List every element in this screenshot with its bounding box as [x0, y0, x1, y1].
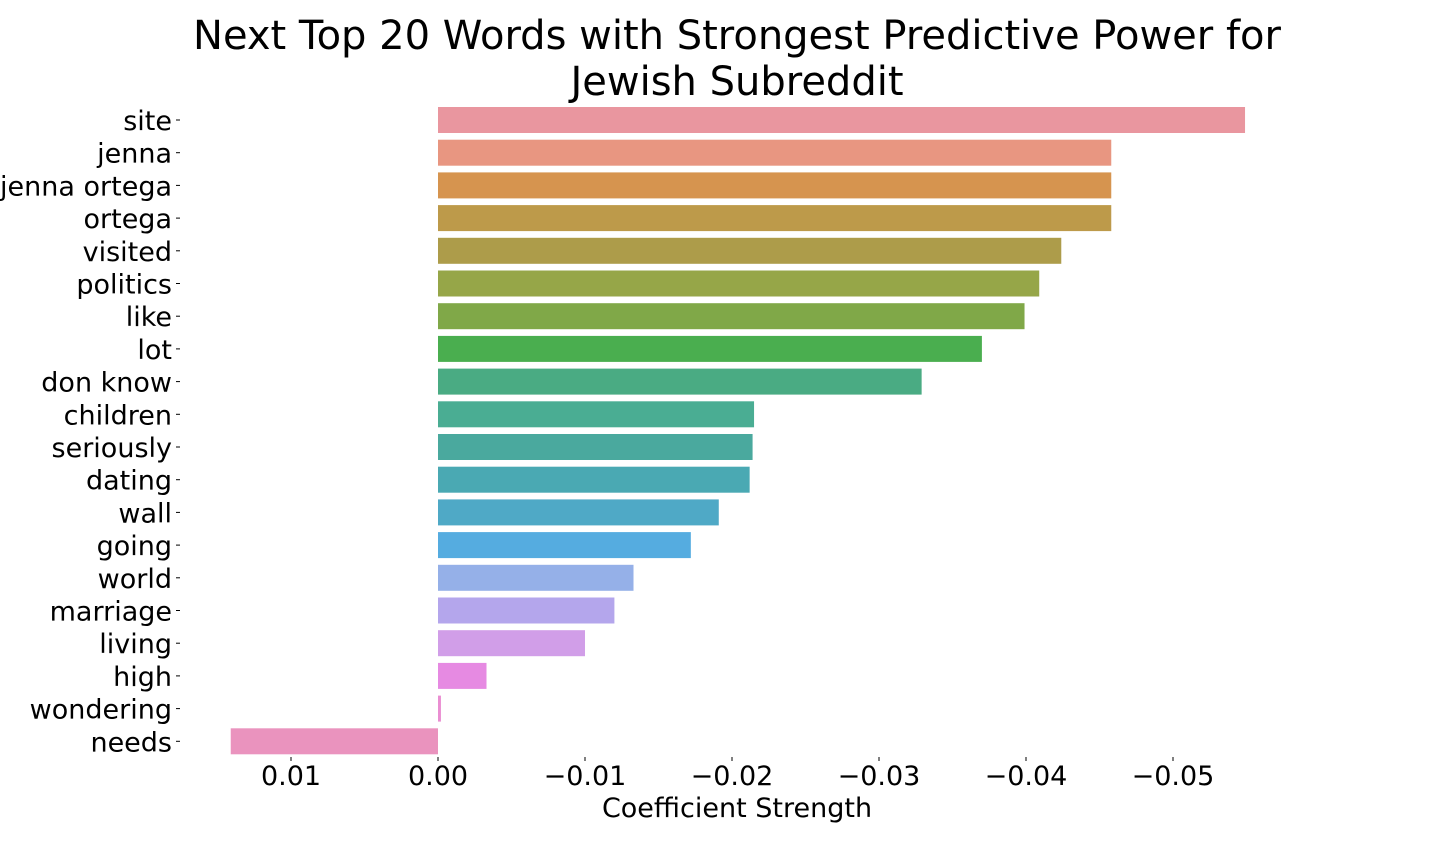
bar-dating: [438, 466, 750, 493]
bar-children: [438, 401, 755, 428]
x-axis-label: Coefficient Strength: [602, 793, 872, 824]
bar-don-know: [438, 368, 922, 395]
bar-like: [438, 303, 1025, 330]
y-tick-label: visited: [83, 237, 172, 268]
y-tick-label: world: [98, 564, 172, 595]
y-tick-label: politics: [76, 270, 172, 301]
y-tick-label: don know: [41, 368, 172, 399]
y-tick-label: dating: [86, 466, 172, 497]
bar-living: [438, 630, 585, 657]
bar-ortega: [438, 205, 1112, 232]
bar-lot: [438, 335, 982, 362]
bar-site: [438, 107, 1246, 133]
x-tick-label: −0.05: [1132, 761, 1215, 792]
x-tick-label: 0.00: [408, 761, 468, 792]
y-tick-label: children: [64, 400, 172, 431]
y-tick-label: site: [123, 106, 172, 137]
bars-group: [230, 107, 1246, 755]
y-tick-label: ortega: [83, 204, 172, 235]
bar-wondering: [438, 695, 441, 722]
y-tick-label: marriage: [50, 597, 172, 628]
bar-seriously: [438, 434, 753, 460]
bar-needs: [230, 728, 438, 755]
x-axis: 0.01 0.00 −0.01 −0.02 −0.03 −0.04 −0.05: [261, 757, 1214, 792]
bar-wall: [438, 499, 719, 526]
y-tick-label: seriously: [52, 433, 172, 464]
x-tick-label: −0.04: [985, 761, 1068, 792]
bar-politics: [438, 270, 1040, 297]
bar-world: [438, 564, 634, 591]
x-tick-label: 0.01: [261, 761, 321, 792]
bar-high: [438, 662, 487, 689]
x-tick-label: −0.01: [544, 761, 627, 792]
chart-title-line-2: Jewish Subreddit: [567, 59, 903, 105]
y-tick-label: living: [99, 629, 172, 660]
bar-marriage: [438, 597, 615, 624]
y-tick-label: lot: [137, 335, 172, 366]
bar-jenna-ortega: [438, 172, 1112, 199]
y-tick-label: wondering: [30, 695, 172, 726]
y-tick-label: jenna ortega: [0, 171, 172, 202]
y-tick-label: going: [97, 531, 172, 562]
y-tick-label: like: [126, 302, 172, 333]
bar-jenna: [438, 139, 1112, 166]
y-tick-label: wall: [118, 498, 172, 529]
bar-going: [438, 532, 691, 559]
y-tick-label: high: [113, 662, 172, 693]
bar-visited: [438, 237, 1062, 264]
x-tick-label: −0.03: [838, 761, 921, 792]
y-tick-label: needs: [90, 727, 172, 758]
x-tick-label: −0.02: [691, 761, 774, 792]
chart-title-line-1: Next Top 20 Words with Strongest Predict…: [193, 13, 1281, 59]
y-tick-label: jenna: [96, 139, 172, 170]
